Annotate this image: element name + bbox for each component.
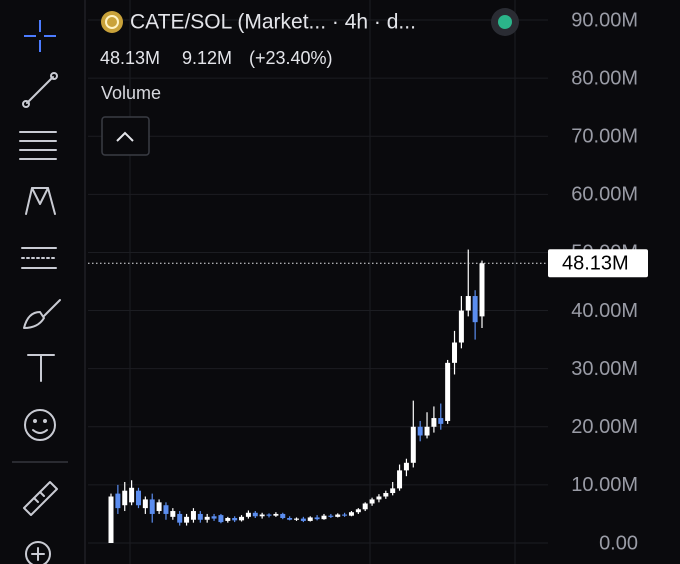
fib-tool[interactable] — [19, 131, 57, 160]
candle-body — [197, 513, 203, 520]
candle-body — [465, 296, 471, 311]
candle-body — [156, 502, 162, 512]
y-tick-label: 70.00M — [571, 126, 638, 148]
candle-body — [369, 499, 375, 504]
y-tick-label: 60.00M — [571, 184, 638, 206]
last-price-box — [548, 249, 648, 278]
ruler-tool[interactable] — [23, 481, 58, 516]
candle-body — [190, 511, 196, 520]
candle-body — [108, 496, 114, 543]
candle-body — [383, 493, 389, 497]
toolbar — [12, 0, 86, 564]
text-tool[interactable] — [27, 354, 55, 382]
stat-percent: (+23.40%) — [249, 48, 333, 68]
projection-tool[interactable] — [21, 247, 57, 269]
candle-body — [218, 515, 224, 523]
candle-body — [397, 470, 403, 489]
stat-change: 9.12M — [182, 48, 232, 68]
candle-body — [232, 518, 238, 521]
candle-body — [431, 418, 437, 427]
status-dot — [498, 15, 512, 29]
pane-label: Volume — [101, 83, 161, 103]
candle-body — [335, 514, 341, 517]
candle-body — [300, 518, 306, 521]
plot-area — [88, 0, 548, 564]
candle-body — [417, 426, 423, 436]
chart-title: CATE/SOL (Market... · 4h · d... — [130, 11, 416, 34]
candle-body — [115, 493, 121, 509]
candle-body — [245, 512, 251, 517]
candle-body — [452, 342, 458, 363]
candle-body — [287, 518, 293, 520]
zoom-tool[interactable] — [25, 541, 51, 564]
candle-body — [266, 514, 272, 516]
candle-body — [355, 509, 361, 513]
candle-body — [204, 516, 210, 520]
candle-body — [376, 496, 382, 500]
crosshair-tool[interactable] — [24, 20, 56, 52]
candle-body — [129, 487, 135, 503]
candle-body — [342, 514, 348, 516]
y-tick-label: 90.00M — [571, 9, 638, 31]
candle-body — [259, 514, 265, 517]
stat-last: 48.13M — [100, 48, 160, 68]
candle-body — [170, 511, 176, 517]
candle-body — [458, 310, 464, 343]
candle-body — [149, 499, 155, 514]
last-price-label: 48.13M — [562, 253, 629, 275]
candle-body — [445, 362, 451, 421]
candle-body — [390, 488, 396, 494]
candle-body — [211, 516, 217, 519]
symbol-icon — [101, 11, 123, 33]
trendline-tool[interactable] — [22, 72, 58, 108]
candle-body — [403, 462, 409, 471]
candle-body — [294, 518, 299, 520]
candle-body — [321, 515, 327, 520]
emoji-tool[interactable] — [24, 409, 56, 441]
candle-body — [252, 512, 258, 517]
y-tick-label: 30.00M — [571, 358, 638, 380]
header: CATE/SOL (Market... · 4h · d... 48.13M 9… — [100, 8, 519, 156]
candle-body — [280, 513, 286, 519]
y-tick-label: 40.00M — [571, 300, 638, 322]
candle-body — [362, 503, 368, 510]
y-tick-label: 80.00M — [571, 67, 638, 89]
candle-body — [438, 418, 444, 424]
candle-body — [424, 426, 430, 436]
candle-body — [184, 516, 190, 523]
candle-body — [142, 499, 148, 509]
candle-body — [479, 263, 485, 317]
candle-body — [410, 426, 416, 463]
candle-body — [163, 505, 169, 514]
candle-body — [225, 518, 231, 521]
candle-body — [122, 490, 128, 506]
candle-body — [472, 296, 478, 323]
candle-body — [328, 515, 334, 517]
candle-body — [348, 512, 354, 516]
collapse-button[interactable] — [101, 116, 150, 156]
candle-body — [239, 516, 245, 521]
candle-body — [135, 490, 141, 506]
symbol-icon-inner — [105, 15, 119, 29]
candle-body — [307, 517, 313, 521]
pattern-tool[interactable] — [25, 187, 56, 215]
candle-body — [273, 513, 279, 516]
y-tick-label: 20.00M — [571, 416, 638, 438]
y-tick-label: 10.00M — [571, 474, 638, 496]
y-tick-label: 0.00 — [599, 532, 638, 554]
candle-body — [314, 517, 320, 520]
brush-tool[interactable] — [23, 299, 61, 329]
candle-body — [177, 513, 183, 523]
